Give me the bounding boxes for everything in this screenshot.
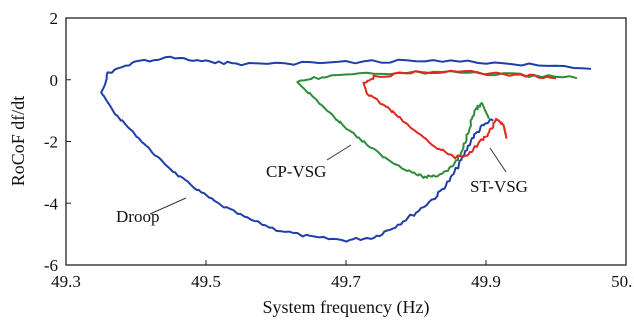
y-tick-label: 0 — [50, 71, 59, 90]
annotation-st-vsg: ST-VSG — [470, 177, 528, 196]
x-axis-label: System frequency (Hz) — [263, 297, 430, 318]
cp-vsg-leader — [326, 144, 352, 161]
series-line-droop — [100, 55, 592, 243]
y-tick-label: -4 — [44, 194, 59, 213]
y-axis-label: RoCoF df/dt — [8, 96, 28, 187]
st-vsg-leader — [489, 147, 507, 173]
x-tick-label: 49.5 — [191, 272, 221, 291]
series-line-cp-vsg — [296, 70, 578, 179]
x-tick-label: 49.3 — [51, 272, 81, 291]
annotation-cp-vsg: CP-VSG — [266, 162, 326, 181]
x-tick-label: 50.1 — [611, 272, 634, 291]
x-tick-label: 49.7 — [331, 272, 361, 291]
y-tick-label: -6 — [44, 256, 58, 275]
droop-leader — [149, 197, 187, 215]
annotation-droop: Droop — [116, 207, 159, 226]
plot-frame — [65, 17, 627, 266]
series-layer — [100, 55, 592, 243]
plot-area — [65, 17, 627, 266]
x-tick-label: 49.9 — [471, 272, 501, 291]
ticks-layer: 49.3 49.5 49.7 49.9 50.1 -6 -4 -2 0 2 — [44, 9, 634, 291]
series-line-st-vsg — [362, 69, 557, 160]
y-tick-label: 2 — [50, 9, 59, 28]
y-tick-label: -2 — [44, 133, 58, 152]
